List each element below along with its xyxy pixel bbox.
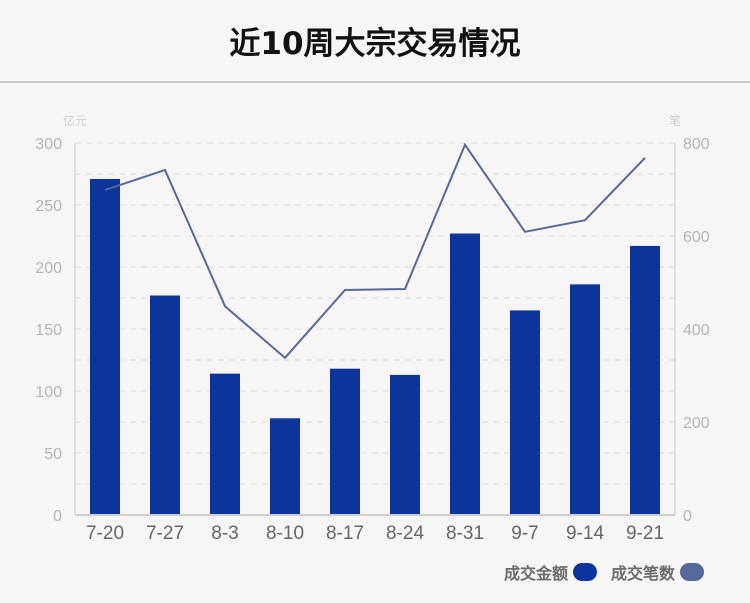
x-tick-label: 9-7 [511,523,538,544]
bar[interactable] [90,178,120,515]
left-tick-label: 200 [35,260,62,277]
legend-swatch-icon [572,563,597,581]
x-tick-label: 8-31 [446,523,484,544]
bar[interactable] [390,374,420,515]
x-tick-label: 7-20 [86,523,124,544]
x-tick-label: 7-27 [146,523,184,544]
right-tick-label: 0 [683,508,692,525]
bar[interactable] [210,373,240,515]
right-unit-label: 笔 [669,113,681,128]
left-tick-label: 100 [35,384,62,401]
axes [74,143,676,516]
chart-title: 近10周大宗交易情况 [229,25,521,62]
left-tick-label: 300 [35,136,62,153]
left-tick-label: 150 [35,322,62,339]
x-tick-label: 8-17 [326,523,364,544]
bar[interactable] [570,284,600,515]
bar[interactable] [450,233,480,515]
bar-series [90,178,660,516]
left-tick-label: 250 [35,198,62,215]
bar[interactable] [510,310,540,515]
x-tick-label: 8-10 [266,523,304,544]
legend: 成交金额 成交笔数 [504,560,704,584]
right-tick-label: 200 [683,415,710,432]
legend-label: 成交笔数 [610,564,675,583]
right-tick-label: 400 [683,322,710,339]
x-tick-label: 8-3 [211,523,238,544]
line-series [104,142,646,360]
right-tick-label: 800 [683,136,710,153]
bar[interactable] [150,295,180,515]
legend-item-count[interactable]: 成交笔数 [611,560,704,584]
left-unit-label: 亿元 [63,113,87,128]
x-tick-label: 9-21 [626,523,664,544]
left-tick-label: 0 [53,508,62,525]
legend-label: 成交金额 [503,564,568,583]
x-tick-label: 9-14 [566,523,604,544]
axis-labels: 0 50 100 150 200 250 300 0 200 400 600 800 亿元 笔 7-20 7-… [35,113,710,544]
bar[interactable] [270,418,300,515]
right-tick-label: 600 [683,229,710,246]
legend-item-amount[interactable]: 成交金额 [504,560,597,584]
left-tick-label: 50 [44,446,62,463]
bar[interactable] [330,368,360,515]
bar[interactable] [630,245,660,516]
title-divider [0,81,750,83]
line-path[interactable] [104,142,646,360]
x-tick-label: 8-24 [386,523,424,544]
legend-swatch-icon [680,563,704,581]
